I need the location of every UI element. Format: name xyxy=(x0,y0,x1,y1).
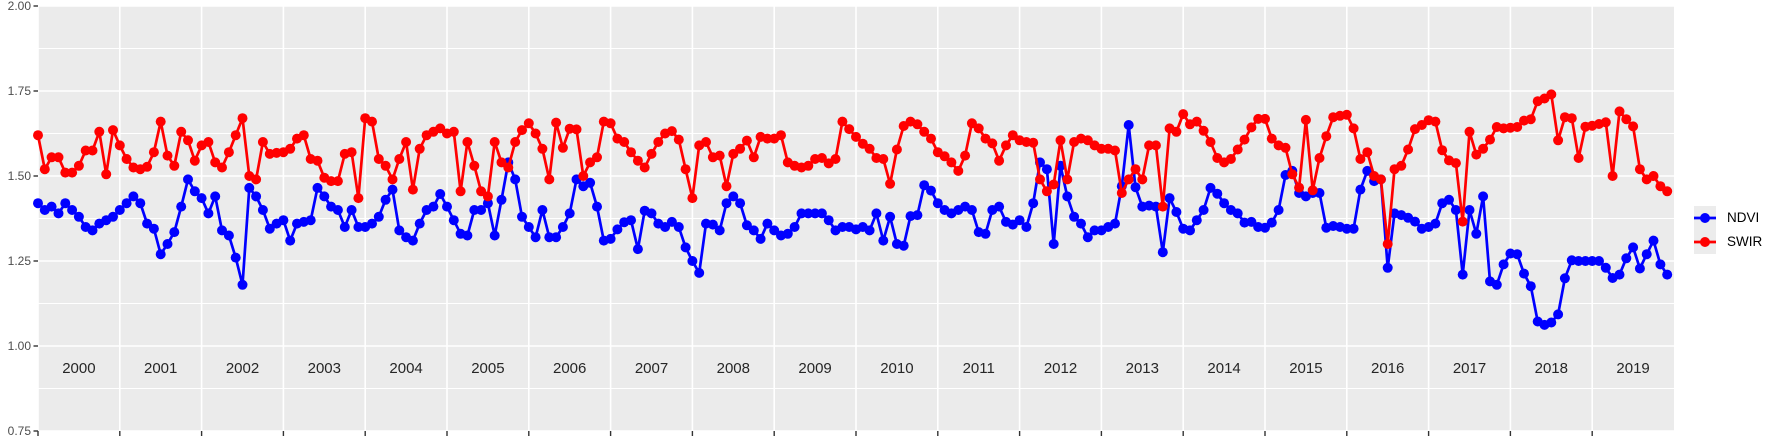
year-label-2010: 2010 xyxy=(880,360,913,377)
year-label-2003: 2003 xyxy=(308,360,341,377)
series-ndvi xyxy=(33,120,1673,330)
x-axis-ticks xyxy=(37,431,1593,436)
year-label-2001: 2001 xyxy=(144,360,177,377)
year-label-2005: 2005 xyxy=(471,360,504,377)
year-label-2008: 2008 xyxy=(717,360,750,377)
series-swir xyxy=(33,89,1673,249)
year-label-2002: 2002 xyxy=(226,360,259,377)
legend-key-ndvi-icon xyxy=(1694,206,1716,230)
year-label-2012: 2012 xyxy=(1044,360,1077,377)
year-label-2006: 2006 xyxy=(553,360,586,377)
legend-key-swir-icon xyxy=(1694,230,1716,254)
year-label-2015: 2015 xyxy=(1289,360,1322,377)
legend-item-swir: SWIR xyxy=(1694,230,1762,254)
year-label-2013: 2013 xyxy=(1126,360,1159,377)
year-label-2014: 2014 xyxy=(1207,360,1240,377)
y-tick-label-1.00: 1.00 xyxy=(8,339,32,353)
year-label-2016: 2016 xyxy=(1371,360,1404,377)
y-tick-label-1.25: 1.25 xyxy=(8,254,32,268)
year-label-2017: 2017 xyxy=(1453,360,1486,377)
legend-label-swir: SWIR xyxy=(1727,234,1763,249)
year-label-2018: 2018 xyxy=(1535,360,1568,377)
y-tick-label-2.00: 2.00 xyxy=(8,0,32,13)
year-label-2004: 2004 xyxy=(389,360,422,377)
year-label-2009: 2009 xyxy=(798,360,831,377)
year-label-2019: 2019 xyxy=(1616,360,1649,377)
year-label-2011: 2011 xyxy=(963,360,995,377)
x-axis-year-labels: 2000 2001 2002 2003 2004 2005 2006 2007 2008 2009… xyxy=(62,360,1650,377)
legend-item-ndvi: NDVI xyxy=(1694,206,1762,230)
y-axis: 0.75 1.00 1.25 1.50 1.75 2.00 xyxy=(8,0,38,438)
y-tick-label-0.75: 0.75 xyxy=(8,424,32,438)
legend: NDVI SWIR xyxy=(1694,206,1762,254)
year-label-2000: 2000 xyxy=(62,360,95,377)
y-tick-label-1.75: 1.75 xyxy=(8,84,32,98)
legend-label-ndvi: NDVI xyxy=(1727,210,1760,225)
year-label-2007: 2007 xyxy=(635,360,668,377)
y-tick-label-1.50: 1.50 xyxy=(8,169,32,183)
